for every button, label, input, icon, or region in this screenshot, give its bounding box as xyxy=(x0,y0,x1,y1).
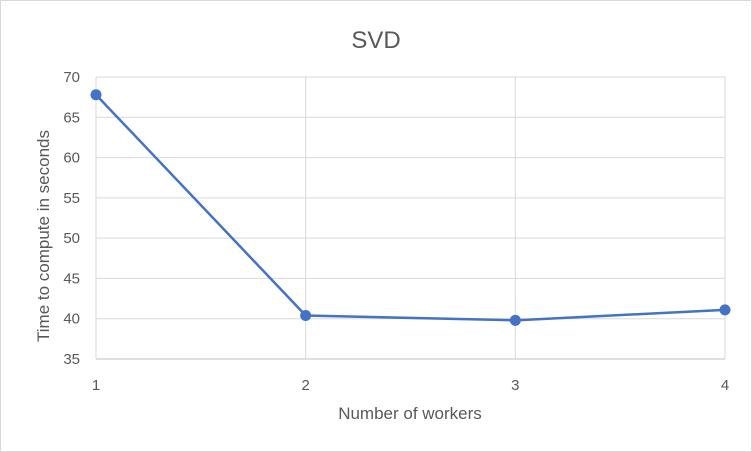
y-axis-label: Time to compute in seconds xyxy=(34,130,53,342)
series-line xyxy=(95,93,726,322)
data-point xyxy=(90,89,102,101)
x-axis-ticks: 1 2 3 4 xyxy=(92,377,729,394)
y-tick-label: 70 xyxy=(63,69,80,86)
data-point xyxy=(300,309,312,321)
gridlines xyxy=(95,76,726,360)
data-point xyxy=(719,304,731,316)
y-tick-label: 55 xyxy=(63,190,80,207)
x-tick-label: 1 xyxy=(92,377,100,394)
data-point xyxy=(509,314,521,326)
y-tick-label: 50 xyxy=(63,230,80,247)
y-axis-ticks: 35 40 45 50 55 60 65 70 xyxy=(63,69,80,368)
y-tick-label: 60 xyxy=(63,150,80,167)
x-tick-label: 3 xyxy=(511,377,519,394)
x-tick-label: 4 xyxy=(721,377,729,394)
chart-title: SVD xyxy=(351,27,400,54)
y-tick-label: 65 xyxy=(63,109,80,126)
y-tick-label: 40 xyxy=(63,311,80,328)
x-tick-label: 2 xyxy=(301,377,309,394)
y-tick-label: 35 xyxy=(63,351,80,368)
x-axis-label: Number of workers xyxy=(338,404,482,423)
series-layer xyxy=(90,89,731,326)
y-tick-label: 45 xyxy=(63,270,80,287)
